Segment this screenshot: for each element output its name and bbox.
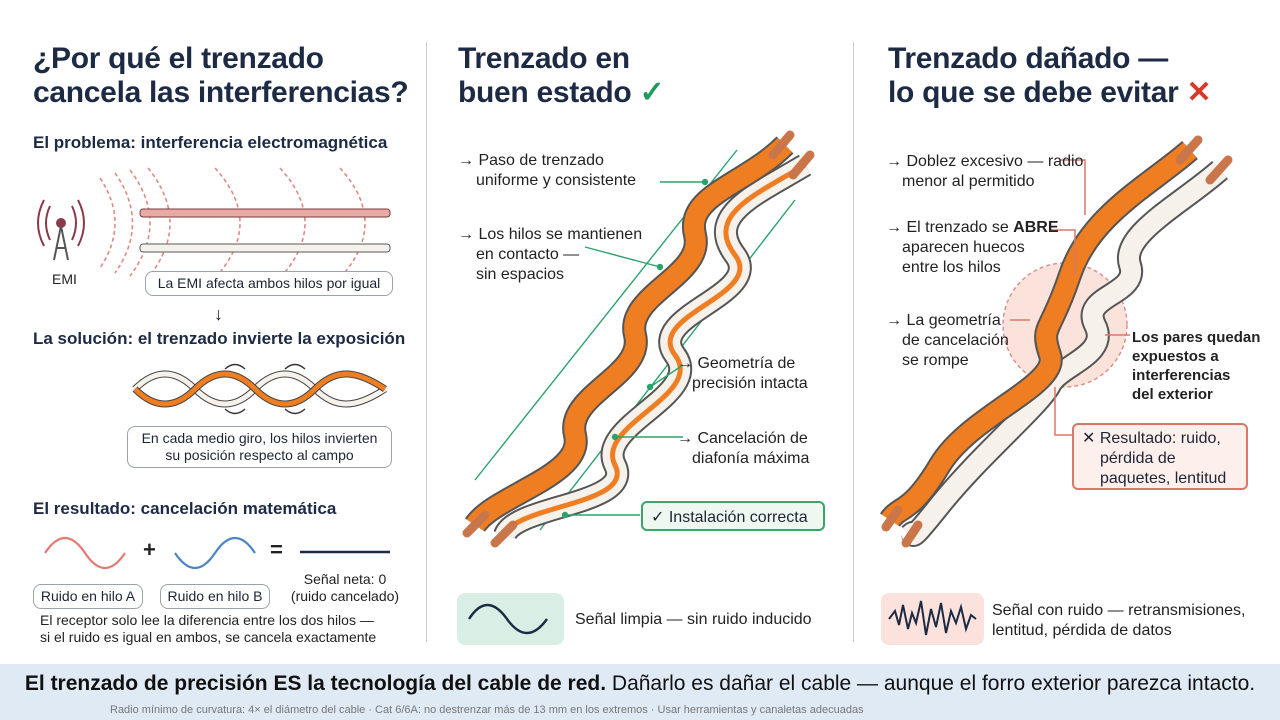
solution-heading: La solución: el trenzado invierte la exp… [33,329,406,348]
emi-illustration [37,167,391,279]
exposed-note: Los pares quedan expuestos a interferenc… [1132,328,1260,404]
callout-contact-line2: en contacto — [476,246,580,263]
clean-signal-text: Señal limpia — sin ruido inducido [575,611,812,628]
callout-open-line3: entre los hilos [902,259,1001,276]
ok-installation-badge: ✓ Instalación correcta [641,501,825,531]
middle-title-line2: buen estado [458,76,632,109]
emi-waves [99,167,366,279]
receiver-note: El receptor solo lee la diferencia entre… [40,612,376,646]
emi-label: EMI [52,271,77,287]
callout-open: → El trenzado se ABRE aparecen huecos en… [886,218,1059,278]
callout-pitch-line2: uniforme y consistente [476,172,637,189]
wire-a [139,208,391,218]
good-cable-illustration [462,130,815,548]
left-title-line1: ¿Por qué el trenzado [33,42,324,75]
equals-sign: = [270,537,283,562]
damaged-cable-illustration [880,135,1233,548]
left-title: ¿Por qué el trenzado cancela las interfe… [33,42,409,110]
noise-a-label: Ruido en hilo A [33,584,143,609]
right-title-line2-row: lo que se debe evitar ✕ [888,76,1212,110]
divider-left [426,42,427,642]
callout-open-line1: → El trenzado se ABRE [886,218,1059,238]
result-error-line1: ✕ Resultado: ruido, [1082,430,1221,447]
noise-wave-a [44,536,126,570]
problem-heading: El problema: interferencia electromagnét… [33,133,388,152]
antenna-icon [37,199,85,261]
result-error-line2: pérdida de [1100,450,1176,467]
twist-illustration [132,363,387,415]
right-title: Trenzado dañado — lo que se debe evitar … [888,42,1212,110]
exposed-line1: Los pares quedan [1132,329,1261,346]
right-title-line1: Trenzado dañado — [888,42,1168,75]
copper-ends [462,130,815,548]
receiver-line2: si el ruido es igual en ambos, se cancel… [40,629,377,645]
callout-crosstalk-line1: → Cancelación de [677,430,808,447]
footer-message: El trenzado de precisión ES la tecnologí… [0,672,1280,696]
plus-sign: + [143,537,156,562]
wire-b [139,243,391,253]
net-line1: Señal neta: 0 [303,571,387,587]
callout-geometry-broken-line2: de cancelación [902,332,1009,349]
callout-contact: → Los hilos se mantienen en contacto — s… [458,225,642,285]
middle-title-line1: Trenzado en [458,42,630,75]
callout-bend: → Doblez excesivo — radio menor al permi… [886,152,1083,192]
solution-caption: En cada medio giro, los hilos invierten … [127,426,392,468]
noisy-signal-text: Señal con ruido — retransmisiones, lenti… [992,601,1245,641]
callout-contact-line3: sin espacios [476,266,565,283]
callout-geometry-line1: → Geometría de [677,355,796,372]
divider-right [853,42,854,642]
callout-bend-line2: menor al permitido [902,173,1035,190]
middle-title: Trenzado en buen estado ✓ [458,42,665,110]
solution-caption-line1: En cada medio giro, los hilos invierten [141,430,378,446]
footer-rest: Dañarlo es dañar el cable — aunque el fo… [606,672,1256,695]
arrow-down-icon: ↓ [214,304,223,324]
left-title-line2: cancela las interferencias? [33,76,409,109]
callout-contact-line1: → Los hilos se mantienen [458,226,643,243]
copper-ends-damaged [881,135,1233,548]
result-error-line3: paquetes, lentitud [1100,470,1227,487]
noise-b-label: Ruido en hilo B [160,584,270,609]
footer-bold: El trenzado de precisión ES la tecnologí… [24,672,607,695]
callout-geometry: → Geometría de precisión intacta [677,354,808,394]
callout-geometry-broken-line1: → La geometría [886,312,1001,329]
emi-caption: La EMI afecta ambos hilos por igual [145,271,393,296]
callout-pitch-line1: → Paso de trenzado [458,152,604,169]
noisy-wave-icon [888,600,977,636]
noisy-signal-box [881,593,984,645]
callout-open-bold: ABRE [1013,219,1059,236]
callout-crosstalk-line2: diafonía máxima [692,450,810,467]
callout-geometry-broken-line3: se rompe [902,352,969,369]
result-heading: El resultado: cancelación matemática [33,499,337,518]
exposed-line4: del exterior [1132,386,1213,403]
callout-pitch: → Paso de trenzado uniforme y consistent… [458,151,636,191]
exposed-line3: interferencias [1132,367,1231,384]
footer-subtext: Radio mínimo de curvatura: 4× el diámetr… [110,704,864,716]
result-error-box: ✕ Resultado: ruido, pérdida de paquetes,… [1072,423,1248,490]
cancellation-equation [44,536,390,570]
damage-leaders [1010,159,1130,436]
callout-crosstalk: → Cancelación de diafonía máxima [677,429,809,469]
callout-geometry-broken: → La geometría de cancelación se rompe [886,311,1009,371]
callout-bend-line1: → Doblez excesivo — radio [886,153,1084,170]
receiver-line1: El receptor solo lee la diferencia entre… [40,612,374,628]
right-title-line2: lo que se debe evitar [888,76,1179,109]
rotation-arrow-icons [224,363,306,415]
net-line2: (ruido cancelado) [290,588,400,604]
footer-banner [0,664,1280,720]
solution-caption-line2: su posición respecto al campo [165,447,354,463]
callout-geometry-line2: precisión intacta [692,375,808,392]
callout-leaders [561,178,709,519]
exposed-line2: expuestos a [1132,348,1219,365]
clean-signal-box [457,593,564,645]
callout-open-pre: → El trenzado se [886,219,1014,236]
noisy-signal-line1: Señal con ruido — retransmisiones, [992,602,1246,619]
clean-wave-icon [467,603,548,635]
net-signal-label: Señal neta: 0 (ruido cancelado) [285,571,405,605]
callout-open-line2: aparecen huecos [902,239,1025,256]
noisy-signal-line2: lentitud, pérdida de datos [992,622,1172,639]
x-icon: ✕ [1186,76,1212,109]
middle-title-line2-row: buen estado ✓ [458,76,665,110]
check-icon: ✓ [639,76,665,109]
noise-wave-b [174,536,256,570]
